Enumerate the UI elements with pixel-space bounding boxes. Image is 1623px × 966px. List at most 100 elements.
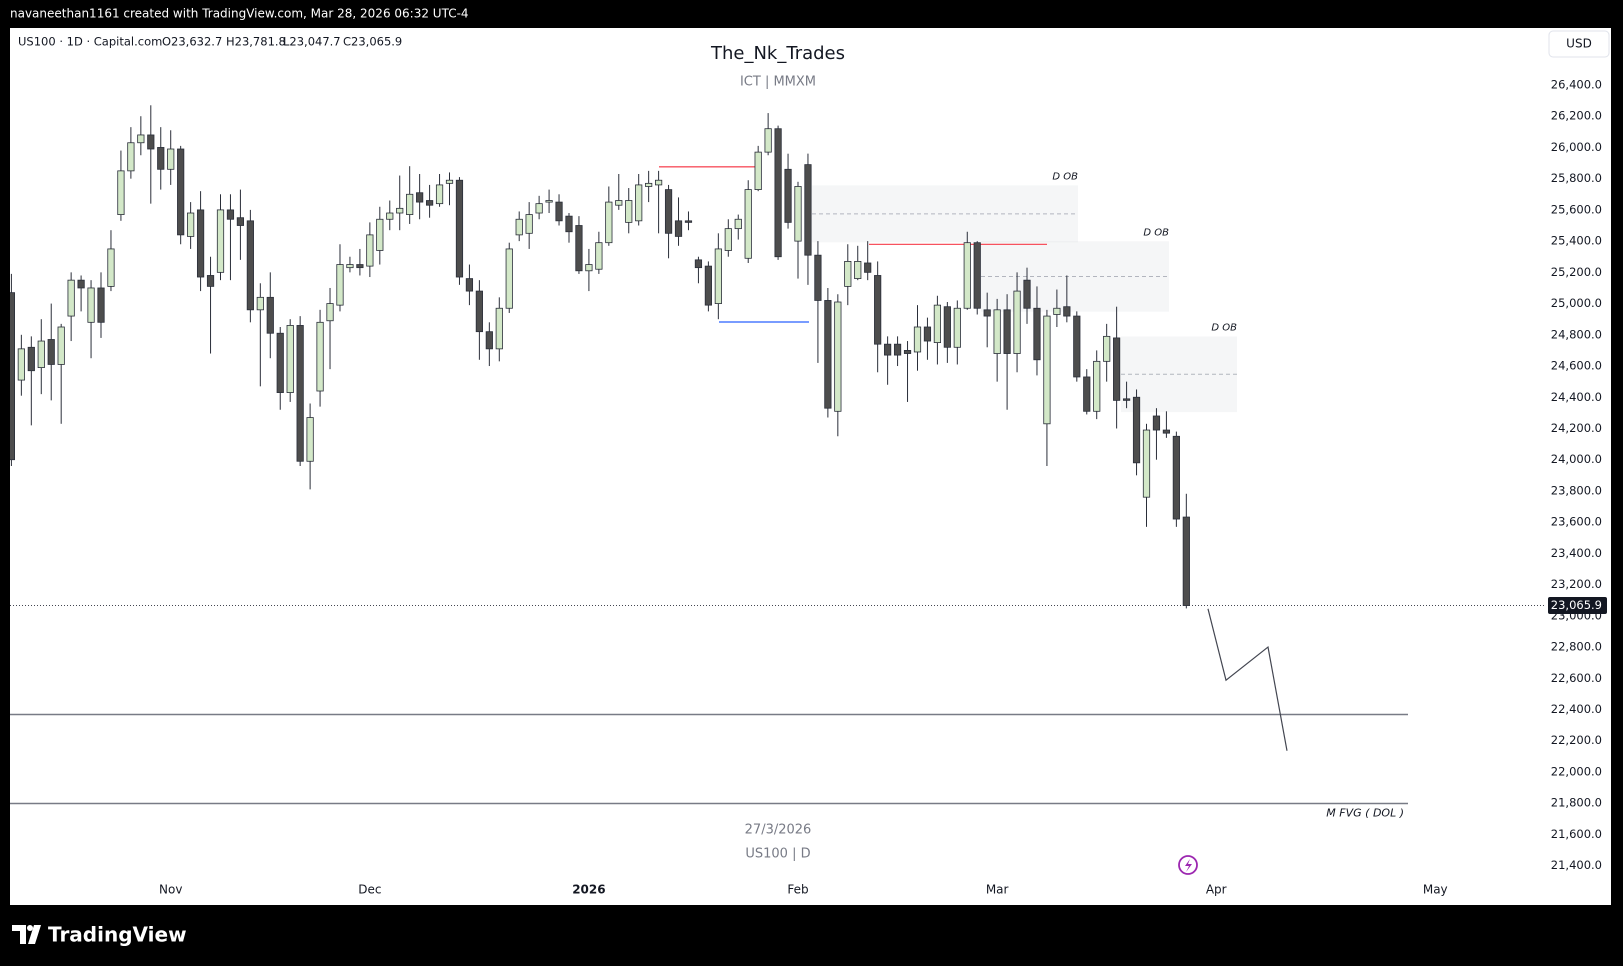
x-tick-label: 2026: [572, 883, 605, 897]
chart-title: The_Nk_Trades: [710, 43, 845, 64]
bull-candle: [117, 170, 125, 215]
bear-candle: [1073, 315, 1081, 378]
bull-candle: [37, 340, 45, 368]
bear-candle: [674, 220, 683, 237]
bear-candle: [475, 290, 483, 333]
currency[interactable]: USD: [1566, 37, 1592, 51]
brand-logo: [12, 925, 41, 944]
bull-candle: [714, 248, 722, 304]
order-block-label: D OB: [1052, 171, 1078, 182]
event-icon-ring[interactable]: [1178, 855, 1198, 875]
bull-candle: [376, 218, 384, 251]
bull-candle: [1043, 315, 1051, 425]
bear-candle: [1113, 337, 1121, 401]
y-tick-label: 23,400.0: [1551, 546, 1602, 560]
bear-candle: [236, 217, 245, 226]
x-tick-label: May: [1423, 883, 1448, 897]
bear-candle: [1122, 398, 1131, 401]
y-tick-label: 24,800.0: [1551, 327, 1602, 341]
event-icon[interactable]: [1178, 855, 1198, 875]
bear-candle: [774, 128, 782, 258]
bull-candle: [286, 325, 294, 393]
bear-candle: [206, 275, 215, 287]
y-tick-label: 25,400.0: [1551, 234, 1602, 248]
y-tick-label: 21,600.0: [1551, 827, 1602, 841]
bear-candle: [555, 201, 563, 222]
bull-candle: [216, 209, 225, 273]
bear-candle: [465, 278, 474, 292]
y-tick-label: 24,400.0: [1551, 390, 1602, 404]
bear-candle: [485, 331, 493, 350]
bull-candle: [844, 261, 852, 287]
bull-candle: [167, 148, 175, 170]
bull-candle: [963, 242, 971, 309]
price-tag: [1548, 597, 1607, 615]
bear-candle: [1162, 429, 1171, 434]
bull-candle: [525, 214, 533, 234]
bull-candle: [645, 182, 653, 187]
bull-candle: [336, 264, 344, 306]
event-icon-bolt[interactable]: [1185, 859, 1192, 872]
bull-candle: [396, 207, 404, 214]
bull-candle: [993, 309, 1001, 354]
symbol-caption: US100 | D: [745, 847, 810, 862]
bear-candle: [77, 279, 85, 289]
bull-candle: [17, 348, 25, 381]
brand: TradingView: [48, 923, 187, 947]
x-tick-label: Apr: [1206, 883, 1227, 897]
plot-layer: [10, 105, 1545, 805]
bull-candle: [406, 193, 414, 215]
bull-candle: [605, 201, 613, 244]
bear-candle: [575, 225, 583, 272]
bear-candle: [1182, 516, 1190, 606]
bull-candle: [187, 212, 195, 237]
bear-candle: [664, 189, 673, 234]
bear-candle: [943, 306, 951, 348]
ohlc-label: H23,781.8: [226, 35, 286, 49]
bear-candle: [704, 265, 712, 306]
bear-candle: [266, 296, 274, 334]
y-tick-label: 24,600.0: [1551, 359, 1602, 373]
bull-candle: [1093, 360, 1101, 412]
y-tick-label: 22,600.0: [1551, 671, 1602, 685]
bull-candle: [386, 212, 394, 220]
bull-candle: [754, 151, 762, 190]
bear-candle: [1083, 376, 1091, 412]
x-tick-label: Feb: [787, 883, 808, 897]
y-tick-label: 25,200.0: [1551, 265, 1602, 279]
bear-candle: [884, 343, 892, 356]
ohlc-label: C23,065.9: [343, 35, 402, 49]
bear-candle: [1132, 396, 1141, 464]
bear-candle: [47, 339, 55, 365]
bull-candle: [655, 179, 663, 186]
bull-candle: [724, 228, 732, 251]
x-tick-label: Mar: [986, 883, 1009, 897]
bear-candle: [10, 292, 15, 461]
bear-candle: [565, 215, 573, 233]
bull-candle: [515, 218, 523, 236]
bear-candle: [455, 179, 464, 278]
bear-candle: [1172, 435, 1180, 520]
bear-candle: [356, 264, 364, 269]
level-label: M FVG ( DOL ): [1326, 807, 1404, 820]
order-block-label: D OB: [1211, 323, 1237, 334]
bull-candle: [67, 279, 75, 317]
bear-candle: [416, 192, 424, 203]
bull-candle: [744, 189, 752, 259]
currency-box[interactable]: [1548, 30, 1610, 58]
bull-candle: [1142, 429, 1151, 498]
bear-candle: [226, 209, 235, 220]
bull-candle: [545, 200, 553, 203]
bull-candle: [834, 301, 842, 412]
bear-candle: [903, 350, 912, 354]
y-tick-label: 23,200.0: [1551, 577, 1602, 591]
bear-candle: [147, 134, 155, 150]
y-tick-label: 23,600.0: [1551, 515, 1602, 529]
bear-candle: [1023, 279, 1031, 309]
y-tick-label: 21,800.0: [1551, 796, 1602, 810]
y-tick-label: 26,400.0: [1551, 77, 1602, 91]
symbol: US100 · 1D · Capital.com: [18, 35, 162, 49]
